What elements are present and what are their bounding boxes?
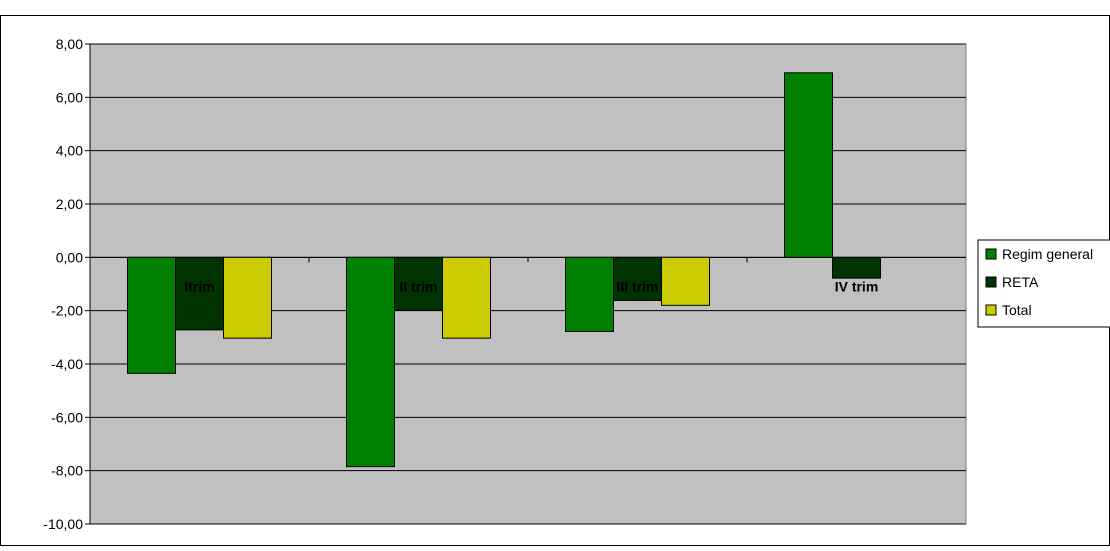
legend-label: RETA bbox=[1002, 274, 1039, 290]
bar bbox=[394, 256, 443, 311]
bar bbox=[127, 256, 176, 374]
legend-box bbox=[977, 239, 1110, 328]
y-tick-label: 8,00 bbox=[56, 36, 83, 52]
bar bbox=[832, 256, 881, 279]
y-tick-label: -8,00 bbox=[51, 463, 83, 479]
legend-swatch bbox=[985, 276, 997, 288]
legend-label: Total bbox=[1002, 302, 1032, 318]
y-tick-label: -2,00 bbox=[51, 303, 83, 319]
y-tick-label: 0,00 bbox=[56, 249, 83, 265]
category-label: II trim bbox=[399, 278, 437, 294]
y-tick-label: -10,00 bbox=[43, 516, 83, 532]
legend: Regim general RETA Total bbox=[977, 239, 1110, 328]
category-label: IV trim bbox=[835, 278, 879, 294]
y-tick-label: -6,00 bbox=[51, 409, 83, 425]
bar bbox=[175, 256, 224, 331]
legend-swatch bbox=[985, 304, 997, 316]
y-tick-label: 4,00 bbox=[56, 143, 83, 159]
bar bbox=[661, 256, 710, 306]
legend-swatch bbox=[985, 248, 997, 260]
bar bbox=[442, 256, 491, 339]
bar bbox=[565, 256, 614, 332]
category-label: Itrim bbox=[184, 278, 214, 294]
category-label: III trim bbox=[616, 278, 658, 294]
y-tick-label: 2,00 bbox=[56, 196, 83, 212]
bar bbox=[784, 72, 833, 258]
y-axis: 8,00 6,00 4,00 2,00 0,00 -2,00 -4,00 -6,00 -8,00… bbox=[43, 36, 91, 532]
legend-label: Regim general bbox=[1002, 246, 1093, 262]
y-tick-label: 6,00 bbox=[56, 89, 83, 105]
y-tick-label: -4,00 bbox=[51, 356, 83, 372]
bar bbox=[346, 256, 395, 468]
category-labels: Itrim II trim III trim IV trim bbox=[184, 278, 878, 294]
bars bbox=[127, 72, 881, 468]
bar bbox=[223, 256, 272, 339]
